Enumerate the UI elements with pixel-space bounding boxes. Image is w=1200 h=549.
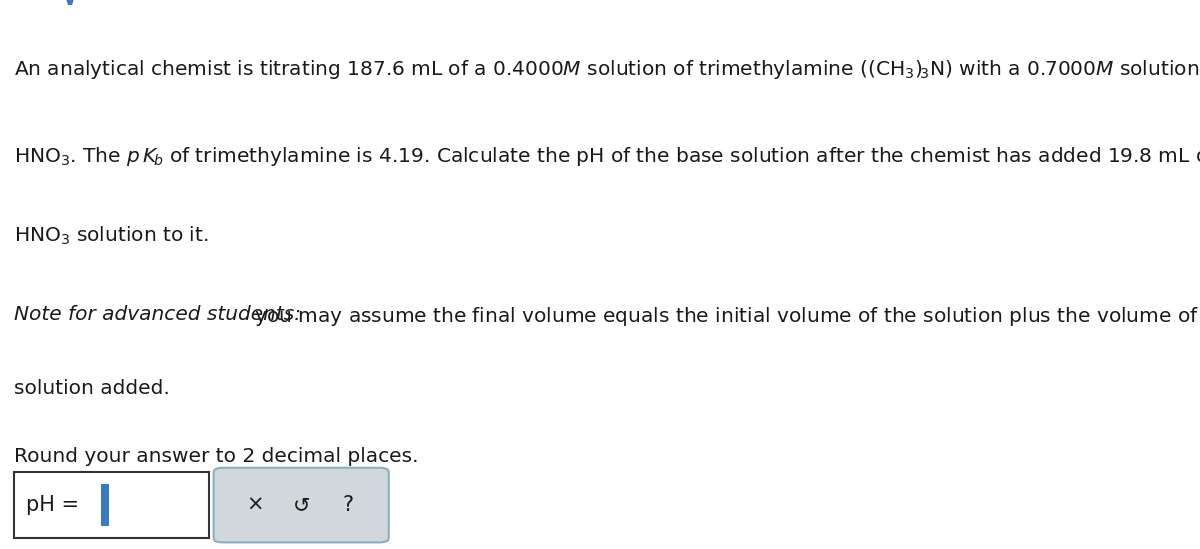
Text: ?: ?: [342, 495, 354, 515]
Text: ∨: ∨: [60, 0, 79, 9]
Text: ↺: ↺: [293, 495, 310, 515]
FancyBboxPatch shape: [101, 484, 109, 526]
Text: pH =: pH =: [26, 495, 86, 515]
Text: ×: ×: [246, 495, 263, 515]
Text: Round your answer to 2 decimal places.: Round your answer to 2 decimal places.: [14, 447, 419, 467]
Text: $\mathrm{HNO_3}$. The $p\,K_{\!b}$ of trimethylamine is 4.19. Calculate the pH o: $\mathrm{HNO_3}$. The $p\,K_{\!b}$ of tr…: [14, 145, 1200, 169]
Text: $\mathrm{HNO_3}$ solution to it.: $\mathrm{HNO_3}$ solution to it.: [14, 225, 209, 248]
FancyBboxPatch shape: [14, 472, 209, 538]
Text: solution added.: solution added.: [14, 379, 170, 398]
Text: An analytical chemist is titrating 187.6 mL of a 0.4000$M$ solution of trimethyl: An analytical chemist is titrating 187.6…: [14, 58, 1200, 81]
Text: you may assume the final volume equals the initial volume of the solution plus t: you may assume the final volume equals t…: [248, 305, 1200, 328]
Text: Note for advanced students:: Note for advanced students:: [14, 305, 301, 324]
FancyBboxPatch shape: [214, 468, 389, 542]
